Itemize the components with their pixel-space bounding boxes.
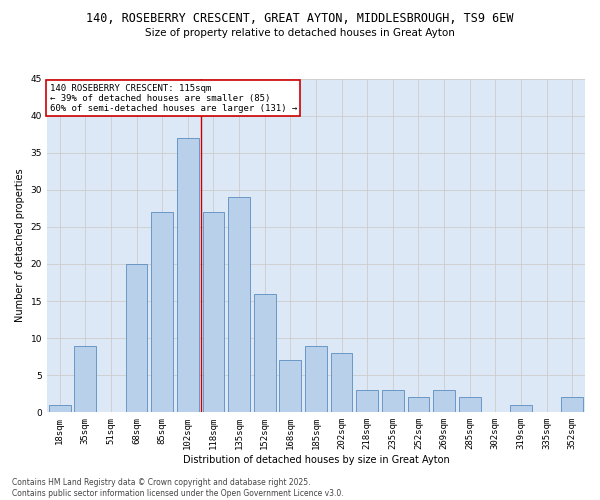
Bar: [407, 398, 430, 412]
Bar: [433, 390, 455, 412]
Bar: [151, 212, 173, 412]
Text: Contains HM Land Registry data © Crown copyright and database right 2025.
Contai: Contains HM Land Registry data © Crown c…: [12, 478, 344, 498]
Bar: [74, 346, 96, 412]
Bar: [356, 390, 378, 412]
Bar: [561, 398, 583, 412]
Bar: [305, 346, 327, 412]
Bar: [459, 398, 481, 412]
Bar: [331, 353, 352, 412]
Text: 140 ROSEBERRY CRESCENT: 115sqm
← 39% of detached houses are smaller (85)
60% of : 140 ROSEBERRY CRESCENT: 115sqm ← 39% of …: [50, 84, 297, 114]
Bar: [254, 294, 275, 412]
Bar: [126, 264, 148, 412]
Y-axis label: Number of detached properties: Number of detached properties: [15, 168, 25, 322]
X-axis label: Distribution of detached houses by size in Great Ayton: Distribution of detached houses by size …: [182, 455, 449, 465]
Bar: [177, 138, 199, 412]
Bar: [510, 405, 532, 412]
Text: 140, ROSEBERRY CRESCENT, GREAT AYTON, MIDDLESBROUGH, TS9 6EW: 140, ROSEBERRY CRESCENT, GREAT AYTON, MI…: [86, 12, 514, 26]
Bar: [382, 390, 404, 412]
Bar: [203, 212, 224, 412]
Bar: [49, 405, 71, 412]
Bar: [280, 360, 301, 412]
Text: Size of property relative to detached houses in Great Ayton: Size of property relative to detached ho…: [145, 28, 455, 38]
Bar: [228, 197, 250, 412]
